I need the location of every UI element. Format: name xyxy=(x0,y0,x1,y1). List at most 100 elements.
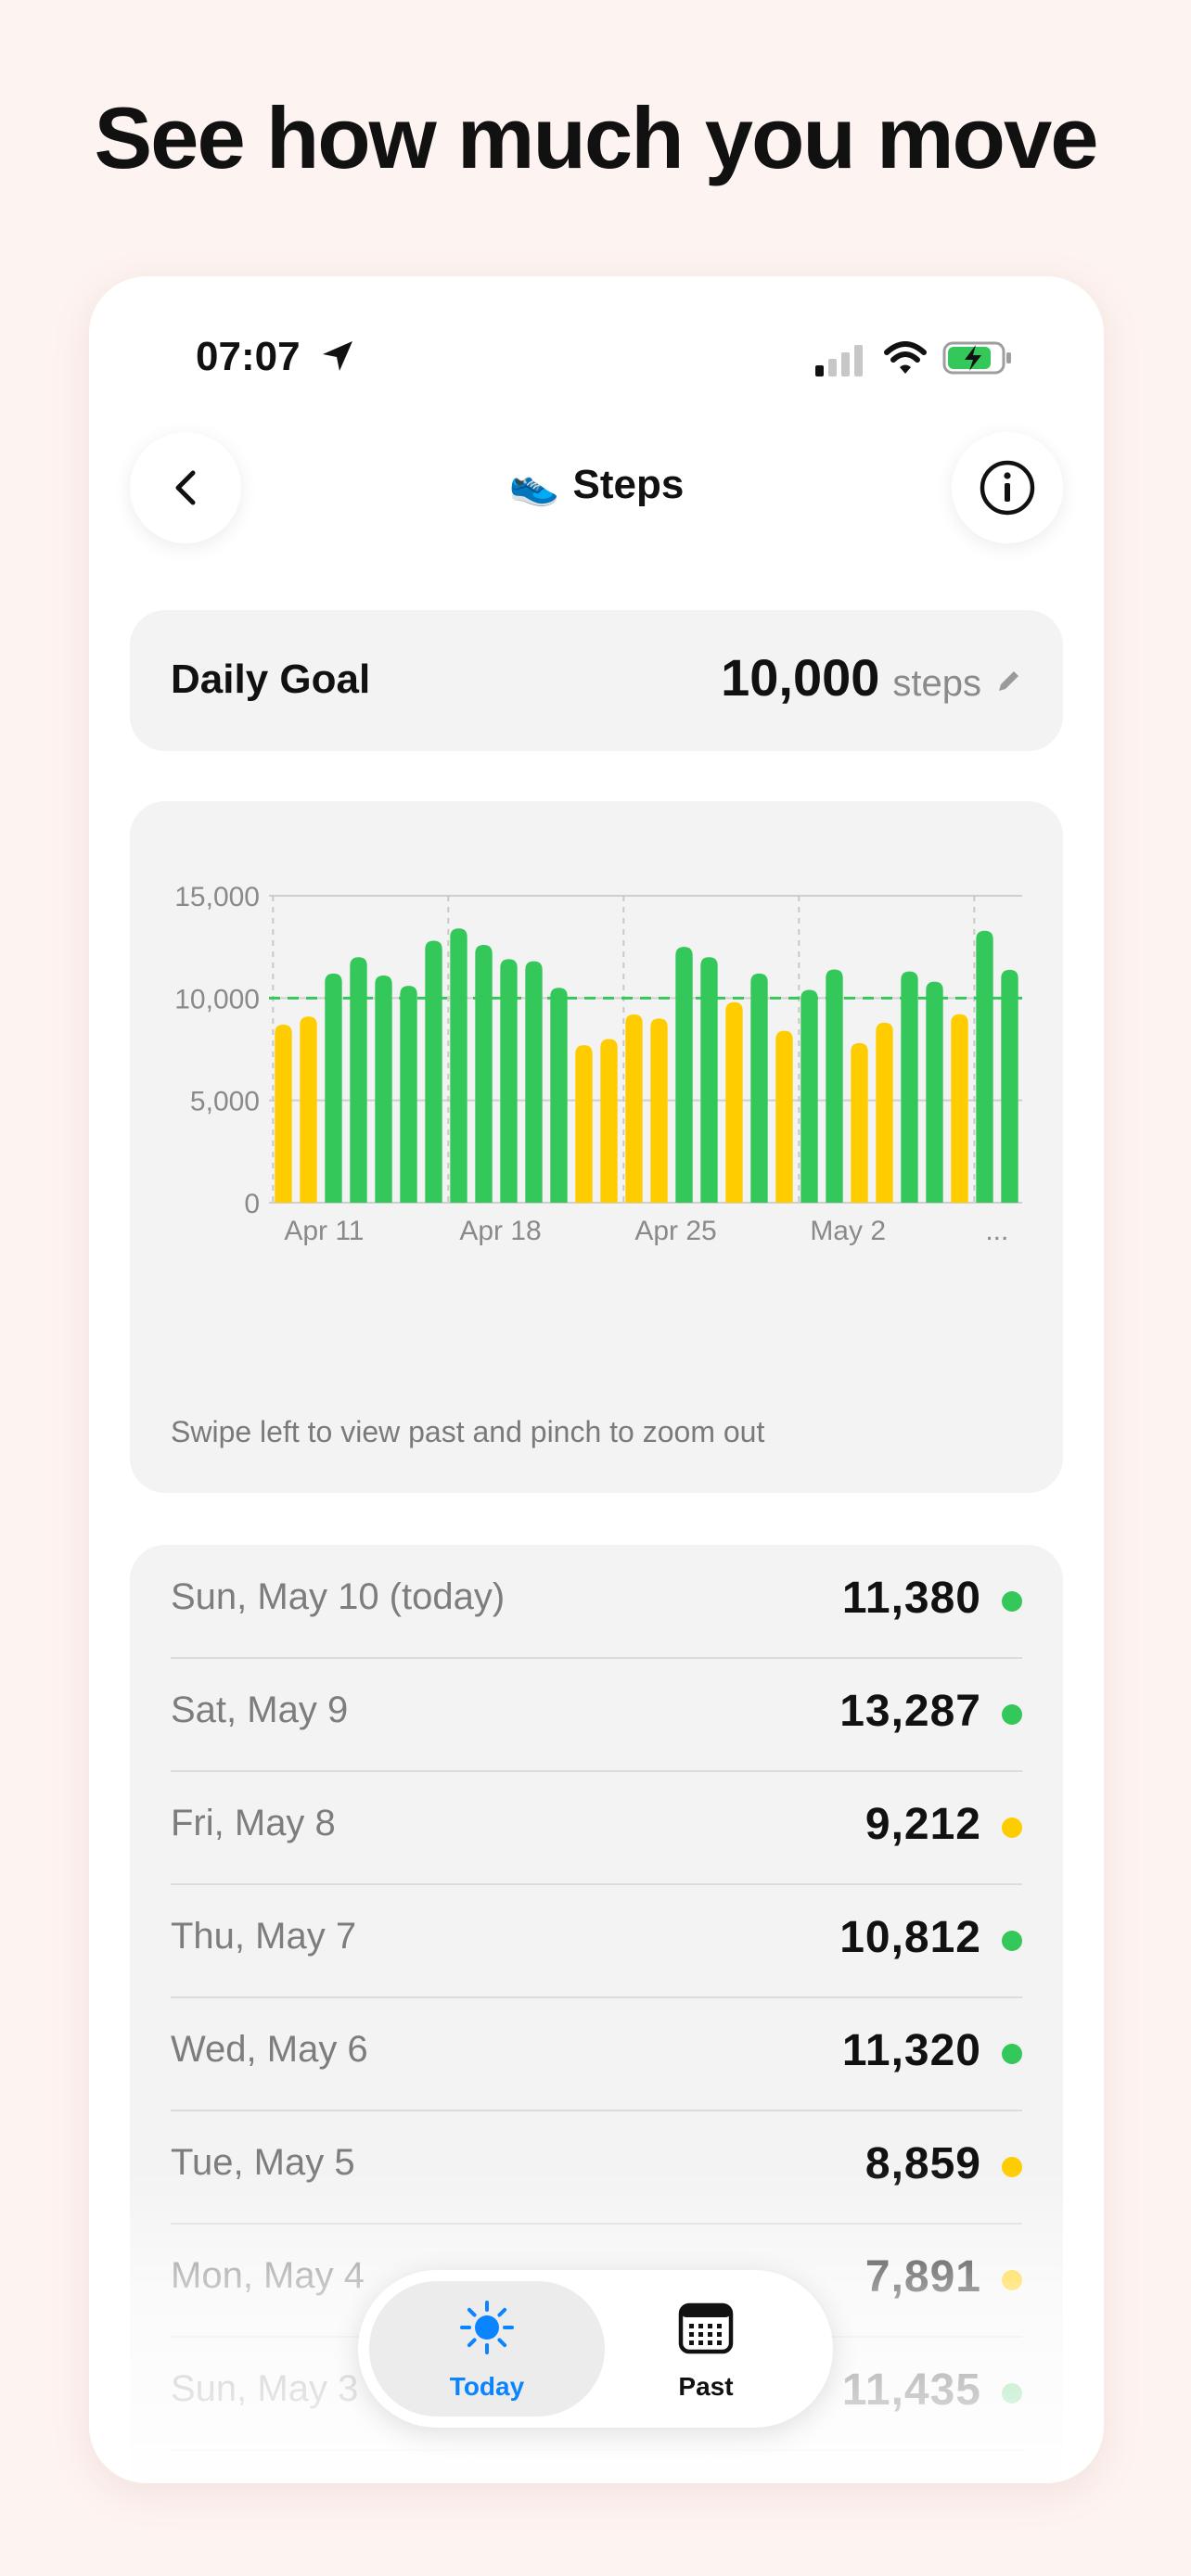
chart-bar xyxy=(1001,969,1018,1203)
chart-bar xyxy=(901,971,918,1203)
chart-hint: Swipe left to view past and pinch to zoo… xyxy=(171,1415,765,1448)
day-steps: 11,380 xyxy=(841,1574,981,1623)
cellular-signal-icon xyxy=(815,345,863,376)
day-steps: 7,891 xyxy=(864,2252,981,2302)
status-dot xyxy=(1002,2383,1022,2404)
status-time: 07:07 xyxy=(196,334,301,379)
day-row[interactable]: Fri, May 8 9,212 xyxy=(171,1771,1022,1885)
sneaker-icon: 👟 xyxy=(508,462,560,507)
chevron-left-icon xyxy=(175,470,196,505)
day-date: Sun, May 10 (today) xyxy=(171,1576,506,1617)
status-dot xyxy=(1002,2270,1022,2290)
day-date: Thu, May 7 xyxy=(171,1916,357,1957)
chart-bar xyxy=(976,930,993,1203)
steps-bar-chart[interactable]: 15,000 10,000 5,000 0 Apr 11 Apr 18 Apr 25 May … xyxy=(130,801,1063,1395)
chart-bar xyxy=(300,1016,317,1203)
day-row[interactable]: Sat, May 9 13,287 xyxy=(171,1658,1022,1772)
chart-bar xyxy=(750,973,768,1203)
chart-bar xyxy=(775,1030,793,1203)
wifi-icon xyxy=(884,341,927,374)
chart-bar xyxy=(675,947,693,1203)
day-date: Sun, May 3 xyxy=(171,2368,359,2409)
chart-bar xyxy=(650,1018,668,1203)
chart-bar xyxy=(350,957,367,1203)
tab-bar: Today Past xyxy=(358,2270,833,2428)
day-date: Mon, May 4 xyxy=(171,2255,365,2296)
back-button[interactable] xyxy=(130,432,241,543)
chart-bar xyxy=(826,969,843,1203)
chart-bar xyxy=(625,1014,643,1203)
day-row[interactable]: Wed, May 6 11,320 xyxy=(171,1997,1022,2111)
chart-bar xyxy=(400,986,417,1203)
chart-bar xyxy=(275,1025,292,1203)
status-dot xyxy=(1002,1931,1022,1951)
chart-bar xyxy=(450,928,467,1203)
day-steps: 10,812 xyxy=(839,1913,981,1962)
day-date: Sat, May 9 xyxy=(171,1690,349,1730)
info-button[interactable] xyxy=(952,432,1063,543)
day-steps: 11,435 xyxy=(841,2366,981,2415)
chart-bar xyxy=(375,976,392,1203)
chart-bar xyxy=(550,988,568,1203)
chart-bar xyxy=(926,981,943,1203)
day-date: Fri, May 8 xyxy=(171,1803,336,1843)
daily-goal-unit: steps xyxy=(892,663,981,704)
x-tick-label: Apr 25 xyxy=(634,1216,716,1246)
daily-goal-value-group[interactable]: 10,000 steps xyxy=(721,647,1022,708)
chart-bar xyxy=(575,1045,593,1203)
chart-bar xyxy=(475,944,493,1203)
status-dot xyxy=(1002,2157,1022,2177)
chart-bar xyxy=(425,940,442,1203)
daily-goal-label: Daily Goal xyxy=(171,657,371,702)
status-bar: 07:07 xyxy=(89,276,1104,443)
day-date: Wed, May 6 xyxy=(171,2029,368,2070)
page-title-text: Steps xyxy=(572,462,685,507)
chart-bar xyxy=(951,1014,968,1203)
daily-goal-value: 10,000 xyxy=(721,648,880,707)
chart-bar xyxy=(600,1039,618,1203)
chart-bar xyxy=(700,957,718,1203)
sun-icon xyxy=(457,2298,517,2357)
headline: See how much you move xyxy=(94,89,1098,186)
chart-bar xyxy=(725,1001,743,1203)
day-row[interactable]: Tue, May 5 8,859 xyxy=(171,2111,1022,2225)
status-dot xyxy=(1002,1704,1022,1725)
chart-bar xyxy=(325,973,342,1203)
chart-bar xyxy=(851,1042,868,1203)
day-row[interactable]: Sun, May 10 (today) 11,380 xyxy=(171,1545,1022,1659)
steps-chart-card[interactable]: 15,000 10,000 5,000 0 Apr 11 Apr 18 Apr 25 May … xyxy=(130,801,1063,1493)
day-steps: 11,320 xyxy=(841,2026,981,2075)
chart-bar xyxy=(525,961,543,1203)
tab-label: Today xyxy=(449,2372,525,2401)
pencil-icon[interactable] xyxy=(994,668,1022,695)
day-date: Tue, May 5 xyxy=(171,2142,355,2183)
y-tick-label: 0 xyxy=(244,1189,260,1219)
day-row[interactable]: Thu, May 7 10,812 xyxy=(171,1884,1022,1998)
tab-past[interactable]: Past xyxy=(588,2281,824,2417)
x-tick-label: Apr 11 xyxy=(284,1216,364,1246)
chart-bar xyxy=(800,989,818,1203)
y-tick-label: 5,000 xyxy=(190,1087,260,1117)
x-tick-label: Apr 18 xyxy=(459,1216,541,1246)
phone-screen: 07:07 👟 Steps xyxy=(89,276,1104,2483)
info-icon xyxy=(980,460,1035,516)
day-steps: 9,212 xyxy=(864,1800,981,1849)
x-tick-label: ... xyxy=(985,1216,1008,1246)
calendar-icon xyxy=(676,2298,736,2357)
y-tick-label: 15,000 xyxy=(174,882,260,912)
day-steps: 13,287 xyxy=(839,1687,981,1736)
battery-charging-icon xyxy=(942,341,1011,375)
x-tick-label: May 2 xyxy=(810,1216,886,1246)
tab-label: Past xyxy=(678,2372,734,2401)
location-arrow-icon xyxy=(323,341,352,371)
y-tick-label: 10,000 xyxy=(174,984,260,1014)
daily-goal-card[interactable]: Daily Goal 10,000 steps xyxy=(130,610,1063,751)
status-dot xyxy=(1002,2044,1022,2064)
chart-bar xyxy=(876,1022,893,1203)
chart-bar xyxy=(500,959,518,1203)
page-title: 👟 Steps xyxy=(89,460,1104,508)
status-dot xyxy=(1002,1817,1022,1838)
day-steps: 8,859 xyxy=(864,2139,981,2188)
tab-today[interactable]: Today xyxy=(369,2281,605,2417)
status-dot xyxy=(1002,1591,1022,1612)
